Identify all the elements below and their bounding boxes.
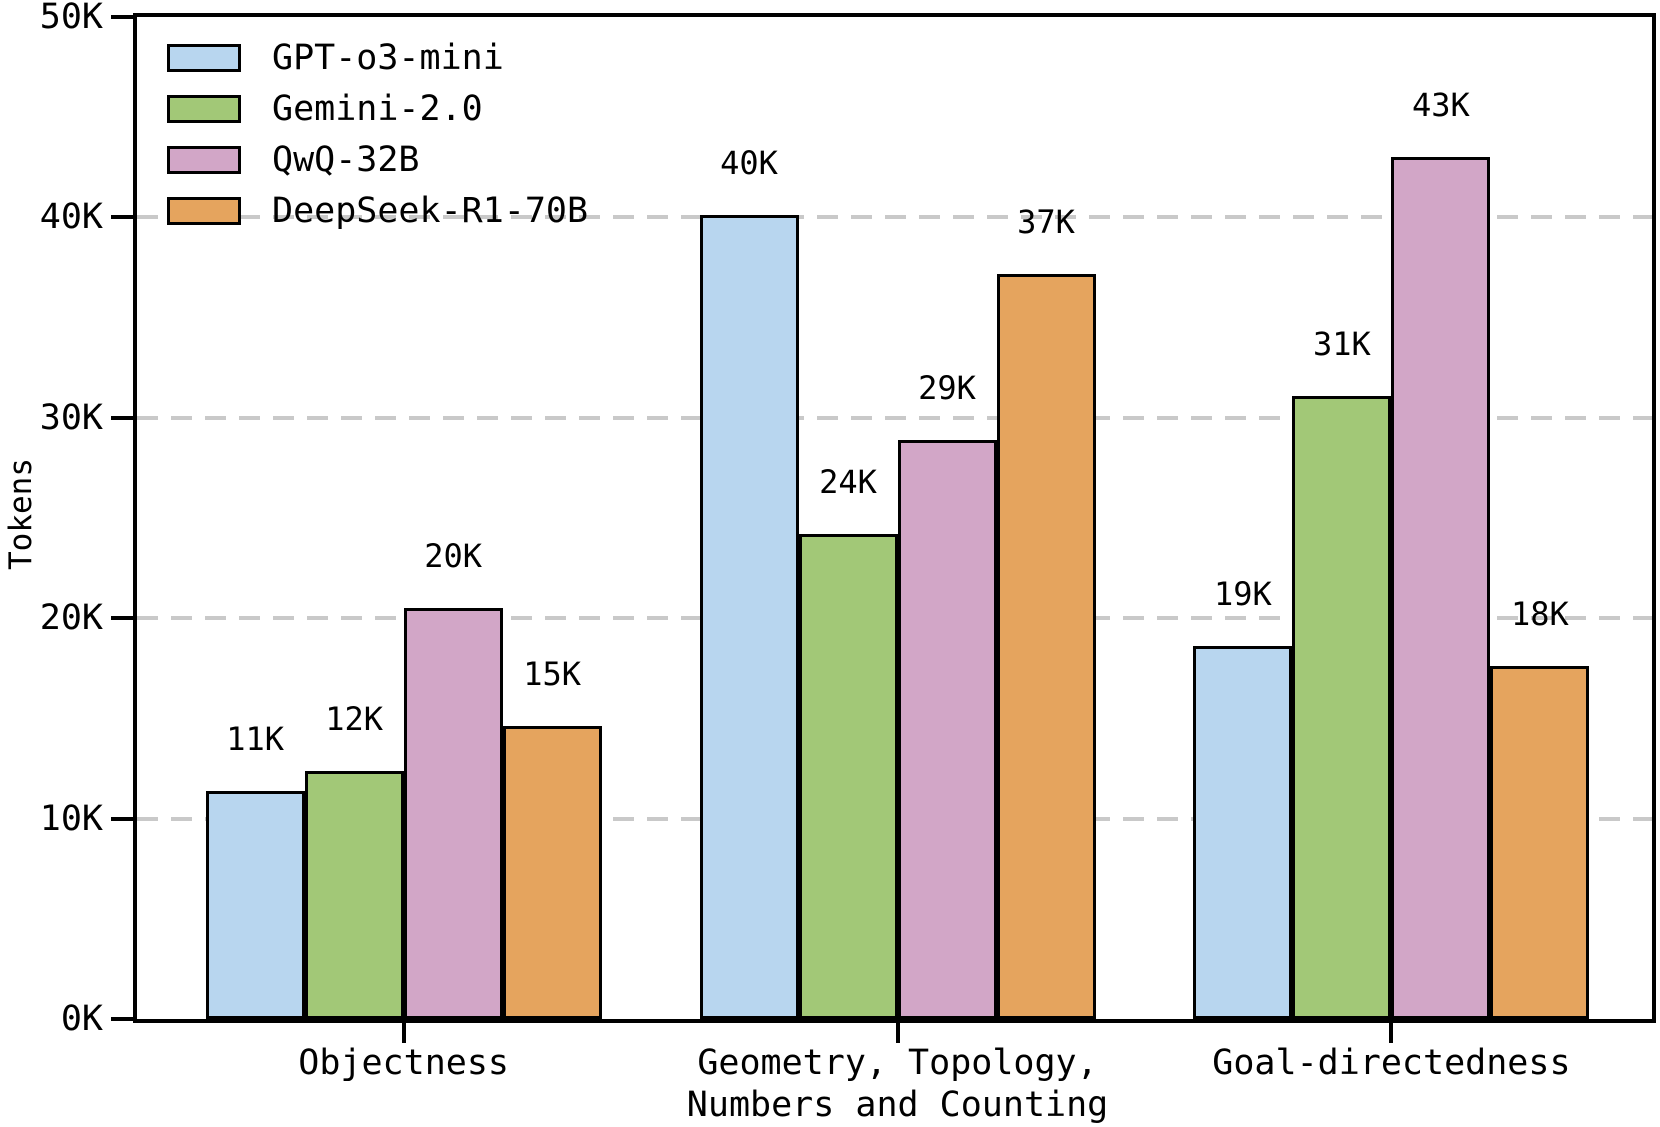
y-tick-label-10K: 10K [39,798,103,839]
value-label-QwQ-32B-0: 20K [424,537,483,576]
x-tick-mark-0 [401,1021,406,1043]
x-tick-label-line: Numbers and Counting [686,1085,1109,1125]
y-tick-mark-0K [111,1017,133,1021]
y-tick-mark-40K [111,215,133,220]
value-label-QwQ-32B-2: 43K [1412,86,1470,125]
bar-QwQ-32B-1 [897,439,997,1019]
legend-label-DeepSeek-R1-70B: DeepSeek-R1-70B [272,191,589,231]
y-tick-label-50K: 50K [39,0,103,37]
bar-GPT-o3-mini-1 [699,215,799,1019]
value-label-Gemini-2.0-1: 24K [819,463,877,502]
bar-Gemini-2.0-2 [1292,395,1392,1019]
y-tick-label-0K: 0K [60,999,103,1039]
legend-item-QwQ-32B: QwQ-32B [167,140,588,180]
legend-swatch-GPT-o3-mini [167,44,241,72]
value-label-Gemini-2.0-2: 31K [1313,324,1371,363]
bar-QwQ-32B-0 [403,608,503,1019]
x-tick-label-2: Goal-directedness [1212,1042,1570,1084]
x-tick-label-1: Geometry, Topology, Numbers and Counting [687,1042,1108,1126]
legend-swatch-QwQ-32B [167,146,241,174]
gridline-40K [137,215,1652,220]
legend-label-Gemini-2.0: Gemini-2.0 [272,89,483,129]
y-axis-title: Tokens [3,458,39,570]
bar-DeepSeek-R1-70B-2 [1490,666,1590,1019]
x-tick-label-line: Objectness [298,1043,509,1083]
value-label-DeepSeek-R1-70B-2: 18K [1511,595,1569,634]
y-tick-mark-30K [111,415,133,420]
y-tick-mark-20K [111,616,133,621]
legend-item-GPT-o3-mini: GPT-o3-mini [167,38,588,78]
bar-Gemini-2.0-1 [798,534,898,1019]
legend-swatch-Gemini-2.0 [167,95,241,123]
legend-label-GPT-o3-mini: GPT-o3-mini [272,38,504,78]
value-label-GPT-o3-mini-1: 40K [720,144,778,183]
y-tick-mark-10K [111,816,133,821]
value-label-GPT-o3-mini-0: 11K [226,719,285,758]
value-label-QwQ-32B-1: 29K [918,368,976,407]
y-tick-label-40K: 40K [39,197,103,238]
x-tick-mark-1 [895,1021,900,1043]
y-tick-label-20K: 20K [39,598,103,639]
value-label-DeepSeek-R1-70B-1: 37K [1017,202,1075,241]
bar-DeepSeek-R1-70B-1 [996,273,1096,1019]
bar-DeepSeek-R1-70B-0 [502,726,602,1019]
bar-QwQ-32B-2 [1391,157,1491,1019]
gridline-30K [137,415,1652,420]
x-tick-label-line: Goal-directedness [1212,1043,1571,1083]
bar-GPT-o3-mini-2 [1193,646,1293,1019]
legend-label-QwQ-32B: QwQ-32B [272,140,420,180]
legend-swatch-DeepSeek-R1-70B [167,197,241,225]
bar-GPT-o3-mini-0 [205,790,305,1019]
x-tick-mark-2 [1389,1021,1394,1043]
y-tick-label-30K: 30K [39,397,103,438]
value-label-Gemini-2.0-0: 12K [325,699,384,738]
value-label-DeepSeek-R1-70B-0: 15K [523,655,582,694]
legend-item-DeepSeek-R1-70B: DeepSeek-R1-70B [167,191,589,231]
legend-item-Gemini-2.0: Gemini-2.0 [167,89,588,129]
legend: GPT-o3-mini Gemini-2.0 QwQ-32B DeepSeek-R1-… [167,38,589,248]
plot-area: 11K 12K 20K 15K 40K 24K 29K 37K 19K 31K 43K 18K GPT… [133,13,1656,1023]
bar-Gemini-2.0-0 [304,770,404,1019]
x-tick-label-line: Geometry, Topology, [697,1043,1098,1083]
value-label-GPT-o3-mini-2: 19K [1214,575,1272,614]
x-tick-label-0: Objectness [298,1042,509,1084]
y-tick-mark-50K [111,15,133,19]
